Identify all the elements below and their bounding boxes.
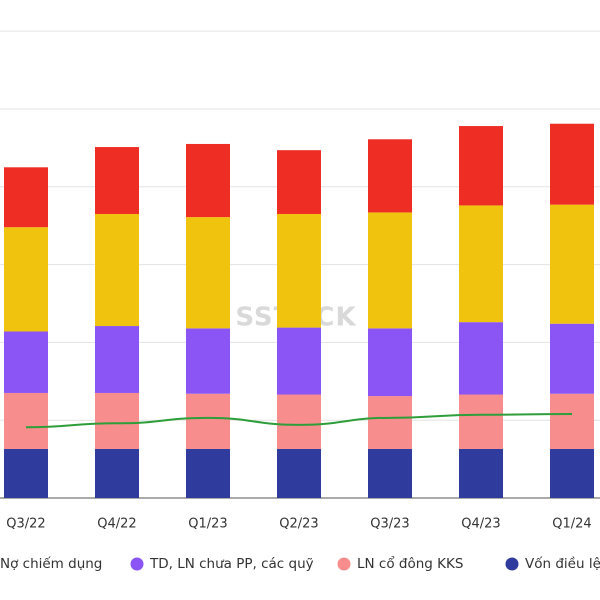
x-tick-label: Q1/23 [188, 517, 227, 532]
bar-segment [368, 328, 412, 397]
bar-segment [95, 326, 139, 393]
legend-marker [505, 557, 519, 571]
legend-label: TD, LN chưa PP, các quỹ [149, 556, 314, 572]
bar-segment [95, 392, 139, 449]
bar-segment [186, 328, 230, 394]
bar-segment [368, 396, 412, 449]
bar-segment [4, 227, 48, 332]
x-tick-label: Q4/23 [461, 517, 500, 532]
x-tick-label: Q2/23 [279, 517, 318, 532]
bar-segment [368, 139, 412, 213]
x-tick-label: Q3/22 [6, 517, 45, 532]
bar-segment [459, 126, 503, 206]
bar-segment [459, 448, 503, 498]
bar-segment [186, 143, 230, 218]
bar-segment [550, 448, 594, 498]
bar-segment [4, 167, 48, 228]
bar-segment [4, 392, 48, 449]
legend-marker [130, 557, 144, 571]
bar-segment [459, 394, 503, 449]
bar-segment [277, 394, 321, 449]
bar-segment [550, 123, 594, 205]
bar-segment [95, 213, 139, 327]
bar-segment [186, 217, 230, 329]
bar-segment [368, 448, 412, 498]
legend-label: LN cổ đông KKS [357, 555, 463, 572]
bar-segment [368, 212, 412, 329]
bar-segment [277, 150, 321, 214]
bar-segment [95, 147, 139, 214]
bar-segment [95, 448, 139, 498]
bar-segment [550, 323, 594, 394]
bar-segment [459, 322, 503, 395]
bar-segment [277, 327, 321, 395]
bar-segment [186, 393, 230, 449]
bar-segment [459, 205, 503, 323]
x-tick-label: Q1/24 [552, 517, 591, 532]
x-tick-label: Q4/22 [97, 517, 136, 532]
legend-label: Nợ chiếm dụng [0, 555, 102, 572]
x-tick-label: Q3/23 [370, 517, 409, 532]
bar-segment [277, 213, 321, 328]
bar-segment [4, 331, 48, 393]
bar-segment [550, 204, 594, 324]
line-series [25, 412, 573, 429]
bar-segment [186, 448, 230, 498]
bar-segment [277, 448, 321, 498]
bar-segment [550, 393, 594, 449]
legend-marker [337, 557, 351, 571]
legend-label: Vốn điều lệ [525, 555, 600, 572]
bar-segment [4, 448, 48, 498]
